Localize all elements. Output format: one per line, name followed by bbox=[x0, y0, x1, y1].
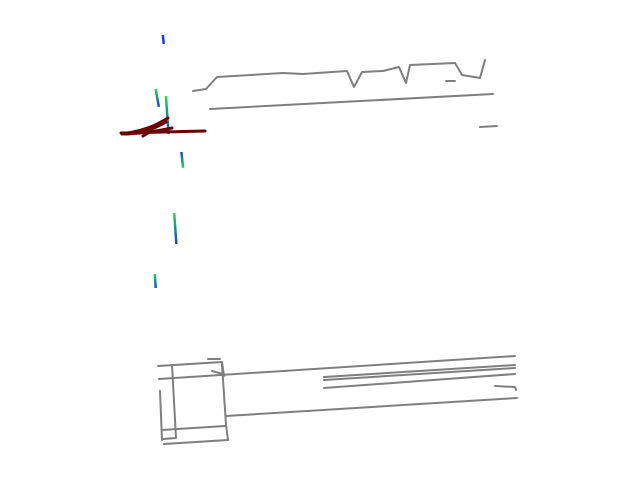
road-boundary-lower-rect-left bbox=[159, 390, 163, 441]
road-boundary-upper-dash bbox=[479, 125, 498, 128]
road-boundary-lower-lane-d bbox=[323, 373, 516, 389]
agent-track-2 bbox=[154, 88, 161, 108]
road-boundary-lower-rect-diag bbox=[211, 370, 224, 375]
agent-track-4 bbox=[180, 151, 185, 169]
road-boundary-upper-edge bbox=[192, 59, 486, 92]
road-boundary-lower-rect-top bbox=[157, 361, 225, 377]
road-boundary-lower-rect-base bbox=[163, 439, 229, 445]
road-boundary-upper-lane bbox=[209, 93, 494, 110]
road-boundary-lower-lane-b bbox=[323, 364, 516, 378]
agent-tracks bbox=[153, 34, 185, 289]
road-boundary-lower-stub bbox=[494, 385, 517, 391]
road-boundary-lower-rect-right bbox=[221, 363, 229, 441]
predicted-trajectories bbox=[119, 116, 207, 138]
road-boundary-lower-rect-inner bbox=[162, 364, 177, 440]
agent-track-3 bbox=[164, 95, 170, 135]
agent-track-6 bbox=[153, 273, 157, 289]
road-boundary-lower-lane-e bbox=[225, 397, 518, 417]
agent-track-5 bbox=[172, 212, 178, 245]
agent-track-1 bbox=[161, 34, 166, 45]
trajectory-curve-d bbox=[141, 130, 152, 138]
road-boundary-lower-lane-a bbox=[158, 355, 516, 380]
road-boundary-lower-lane-c bbox=[323, 367, 516, 381]
road-boundary-lower-rect-bottom bbox=[161, 425, 226, 431]
road-map bbox=[157, 59, 518, 445]
